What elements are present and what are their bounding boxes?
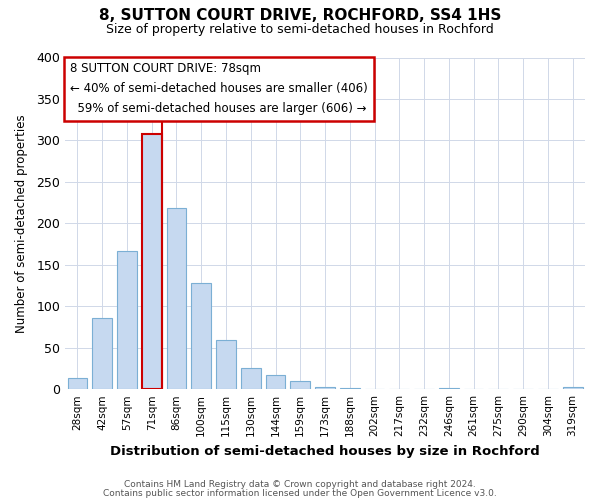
Text: Contains HM Land Registry data © Crown copyright and database right 2024.: Contains HM Land Registry data © Crown c… (124, 480, 476, 489)
Bar (167, 208, 187, 389)
Bar (290, 381, 310, 389)
Text: Size of property relative to semi-detached houses in Rochford: Size of property relative to semi-detach… (106, 22, 494, 36)
Bar (266, 375, 286, 389)
Bar (241, 368, 260, 389)
Bar (439, 388, 459, 389)
Bar (563, 386, 583, 389)
Text: 8, SUTTON COURT DRIVE, ROCHFORD, SS4 1HS: 8, SUTTON COURT DRIVE, ROCHFORD, SS4 1HS (99, 8, 501, 22)
Bar (340, 388, 359, 389)
Text: 8 SUTTON COURT DRIVE: 78sqm
← 40% of semi-detached houses are smaller (406)
  59: 8 SUTTON COURT DRIVE: 78sqm ← 40% of sem… (70, 62, 368, 116)
Y-axis label: Number of semi-detached properties: Number of semi-detached properties (15, 114, 28, 332)
Bar (117, 250, 137, 389)
Text: Contains public sector information licensed under the Open Government Licence v3: Contains public sector information licen… (103, 488, 497, 498)
X-axis label: Distribution of semi-detached houses by size in Rochford: Distribution of semi-detached houses by … (110, 444, 540, 458)
Bar (68, 378, 88, 389)
Bar (142, 134, 161, 389)
Bar (92, 318, 112, 389)
Bar (216, 340, 236, 389)
Bar (315, 386, 335, 389)
Bar (191, 283, 211, 389)
